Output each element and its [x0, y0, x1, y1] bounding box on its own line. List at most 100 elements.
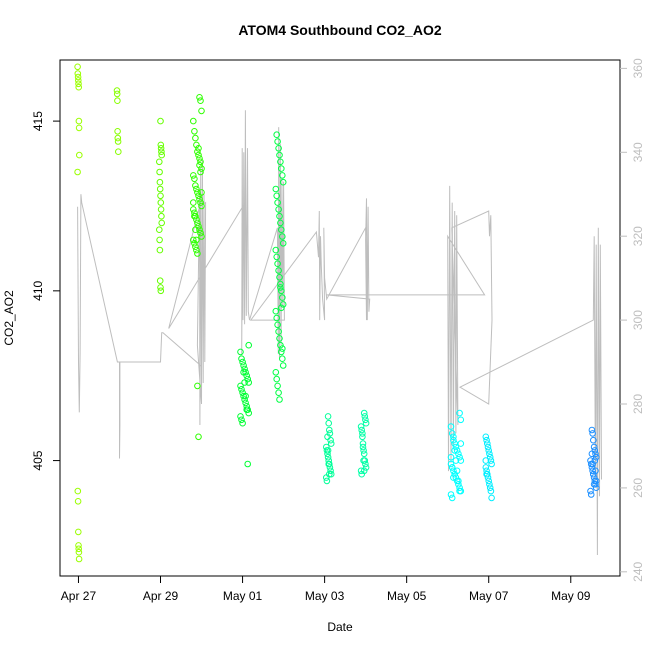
- data-point: [195, 145, 202, 152]
- data-point: [278, 304, 285, 312]
- data-point: [156, 185, 164, 193]
- data-point: [195, 433, 202, 441]
- data-point: [197, 158, 204, 166]
- data-point: [241, 365, 248, 373]
- data-point: [588, 464, 596, 471]
- data-point: [194, 219, 201, 227]
- data-point: [239, 358, 246, 366]
- data-point: [275, 267, 282, 274]
- data-point: [487, 487, 495, 495]
- data-point: [486, 453, 494, 461]
- data-point: [447, 460, 455, 468]
- data-point: [194, 250, 201, 257]
- data-point: [240, 369, 247, 376]
- data-point: [74, 70, 82, 77]
- data-point: [272, 185, 280, 193]
- data-point: [450, 467, 457, 475]
- data-point: [324, 450, 331, 458]
- data-point: [273, 375, 281, 383]
- data-point: [158, 151, 165, 159]
- data-point: [483, 470, 490, 478]
- data-point: [324, 453, 332, 461]
- data-point: [451, 447, 459, 454]
- data-point: [245, 341, 252, 349]
- data-point: [592, 477, 600, 485]
- data-point: [190, 172, 197, 179]
- data-point: [156, 236, 163, 244]
- data-point: [75, 528, 82, 536]
- data-point: [241, 396, 248, 403]
- data-point: [114, 128, 121, 135]
- data-point: [274, 138, 281, 145]
- data-point: [453, 447, 461, 454]
- data-point: [279, 301, 287, 308]
- data-point: [242, 369, 249, 376]
- data-point: [243, 406, 250, 414]
- data-point: [115, 148, 122, 155]
- data-point: [276, 151, 283, 159]
- data-point: [238, 355, 245, 363]
- data-point: [360, 409, 368, 417]
- data-point: [191, 175, 198, 183]
- data-point: [239, 419, 246, 427]
- data-point: [456, 487, 463, 495]
- data-point: [279, 172, 286, 179]
- data-point: [242, 399, 249, 407]
- data-point: [113, 90, 121, 98]
- data-point: [362, 416, 369, 424]
- data-point: [238, 386, 245, 393]
- data-point: [191, 128, 198, 135]
- data-point: [326, 464, 334, 471]
- data-point: [588, 426, 596, 434]
- y2-tick-label: 260: [631, 478, 645, 498]
- x-tick-label: May 05: [387, 589, 427, 603]
- data-point: [456, 453, 463, 461]
- data-point: [157, 287, 165, 295]
- data-point: [357, 467, 365, 475]
- data-point: [114, 97, 121, 104]
- data-point: [276, 396, 283, 403]
- data-point: [276, 212, 283, 220]
- data-point: [455, 450, 462, 458]
- data-point: [193, 216, 200, 223]
- y2-tick-label: 300: [631, 310, 645, 330]
- data-point: [447, 491, 455, 498]
- data-point: [273, 192, 281, 200]
- data-point: [241, 379, 248, 386]
- data-point: [486, 450, 493, 458]
- y2-tick-label: 280: [631, 394, 645, 414]
- data-point: [457, 416, 465, 424]
- chart-title: ATOM4 Southbound CO2_AO2: [238, 22, 441, 38]
- data-point: [277, 280, 284, 288]
- data-point: [192, 243, 199, 250]
- data-point: [272, 369, 280, 376]
- data-point: [190, 206, 197, 213]
- data-point: [240, 362, 247, 369]
- data-point: [74, 487, 82, 495]
- data-point: [75, 124, 83, 132]
- data-point: [193, 246, 200, 254]
- data-point: [455, 481, 462, 488]
- y-tick-label: 410: [31, 281, 45, 301]
- x-tick-label: Apr 29: [143, 589, 179, 603]
- data-point: [240, 392, 247, 400]
- data-point: [587, 491, 595, 498]
- data-point: [485, 447, 493, 454]
- data-point: [245, 379, 252, 386]
- data-point: [592, 484, 600, 492]
- data-point: [588, 450, 596, 458]
- data-point: [74, 63, 81, 71]
- data-point: [359, 440, 367, 447]
- data-point: [450, 436, 457, 444]
- data-point: [360, 447, 367, 454]
- data-point: [362, 419, 370, 427]
- data-point: [482, 457, 490, 464]
- y-tick-label: 415: [31, 111, 45, 131]
- data-point: [587, 487, 594, 495]
- data-point: [190, 236, 197, 244]
- data-point: [114, 134, 122, 142]
- data-point: [198, 189, 205, 196]
- data-point: [243, 403, 250, 410]
- data-point: [158, 148, 165, 155]
